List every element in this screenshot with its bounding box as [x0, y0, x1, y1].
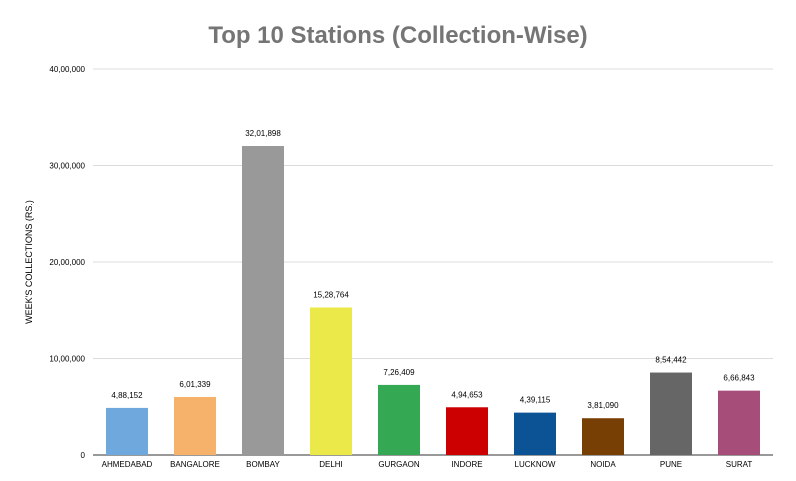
bars	[106, 146, 760, 455]
bar-surat	[718, 390, 760, 455]
bar-bombay	[242, 146, 284, 455]
data-labels: 4,88,152 6,01,339 32,01,898 15,28,764 7,26,4…	[111, 129, 755, 410]
bar-gurgaon	[378, 384, 420, 455]
x-tick-label-noida: NOIDA	[590, 460, 616, 469]
bar-ahmedabad	[106, 407, 148, 455]
y-tick-label: 10,00,000	[49, 355, 85, 364]
data-label-gurgaon: 7,26,409	[383, 368, 415, 377]
bar-delhi	[310, 307, 352, 455]
data-label-delhi: 15,28,764	[313, 290, 349, 299]
data-label-pune: 8,54,442	[655, 356, 687, 365]
bar-pune	[650, 372, 692, 455]
x-axis-ticks: AHMEDABAD BANGALORE BOMBAY DELHI GURGAON INDO…	[102, 460, 753, 469]
x-tick-label-pune: PUNE	[660, 460, 682, 469]
data-label-lucknow: 4,39,115	[520, 396, 551, 405]
y-tick-label: 0	[81, 451, 86, 460]
x-tick-label-bangalore: BANGALORE	[170, 460, 220, 469]
data-label-bombay: 32,01,898	[245, 129, 281, 138]
x-tick-label-lucknow: LUCKNOW	[515, 460, 556, 469]
y-tick-label: 20,00,000	[49, 258, 85, 267]
bar-indore	[446, 407, 488, 455]
bar-bangalore	[174, 396, 216, 455]
x-tick-label-delhi: DELHI	[319, 460, 343, 469]
bar-noida	[582, 418, 624, 455]
data-label-noida: 3,81,090	[587, 401, 619, 410]
data-label-indore: 4,94,653	[451, 390, 483, 399]
y-tick-label: 30,00,000	[49, 162, 85, 171]
x-tick-label-gurgaon: GURGAON	[378, 460, 420, 469]
data-label-surat: 6,66,843	[723, 374, 755, 383]
x-tick-label-ahmedabad: AHMEDABAD	[102, 460, 153, 469]
bar-lucknow	[514, 412, 556, 455]
x-tick-label-surat: SURAT	[726, 460, 753, 469]
x-tick-label-bombay: BOMBAY	[246, 460, 280, 469]
data-label-ahmedabad: 4,88,152	[111, 391, 143, 400]
data-label-bangalore: 6,01,339	[179, 380, 211, 389]
x-tick-label-indore: INDORE	[451, 460, 482, 469]
y-axis-ticks: 0 10,00,000 20,00,000 30,00,000 40,00,000	[49, 65, 85, 460]
y-tick-label: 40,00,000	[49, 65, 85, 74]
y-axis-title: WEEK'S COLLECTIONS (RS.)	[24, 200, 34, 324]
chart-title: Top 10 Stations (Collection-Wise)	[208, 22, 587, 49]
